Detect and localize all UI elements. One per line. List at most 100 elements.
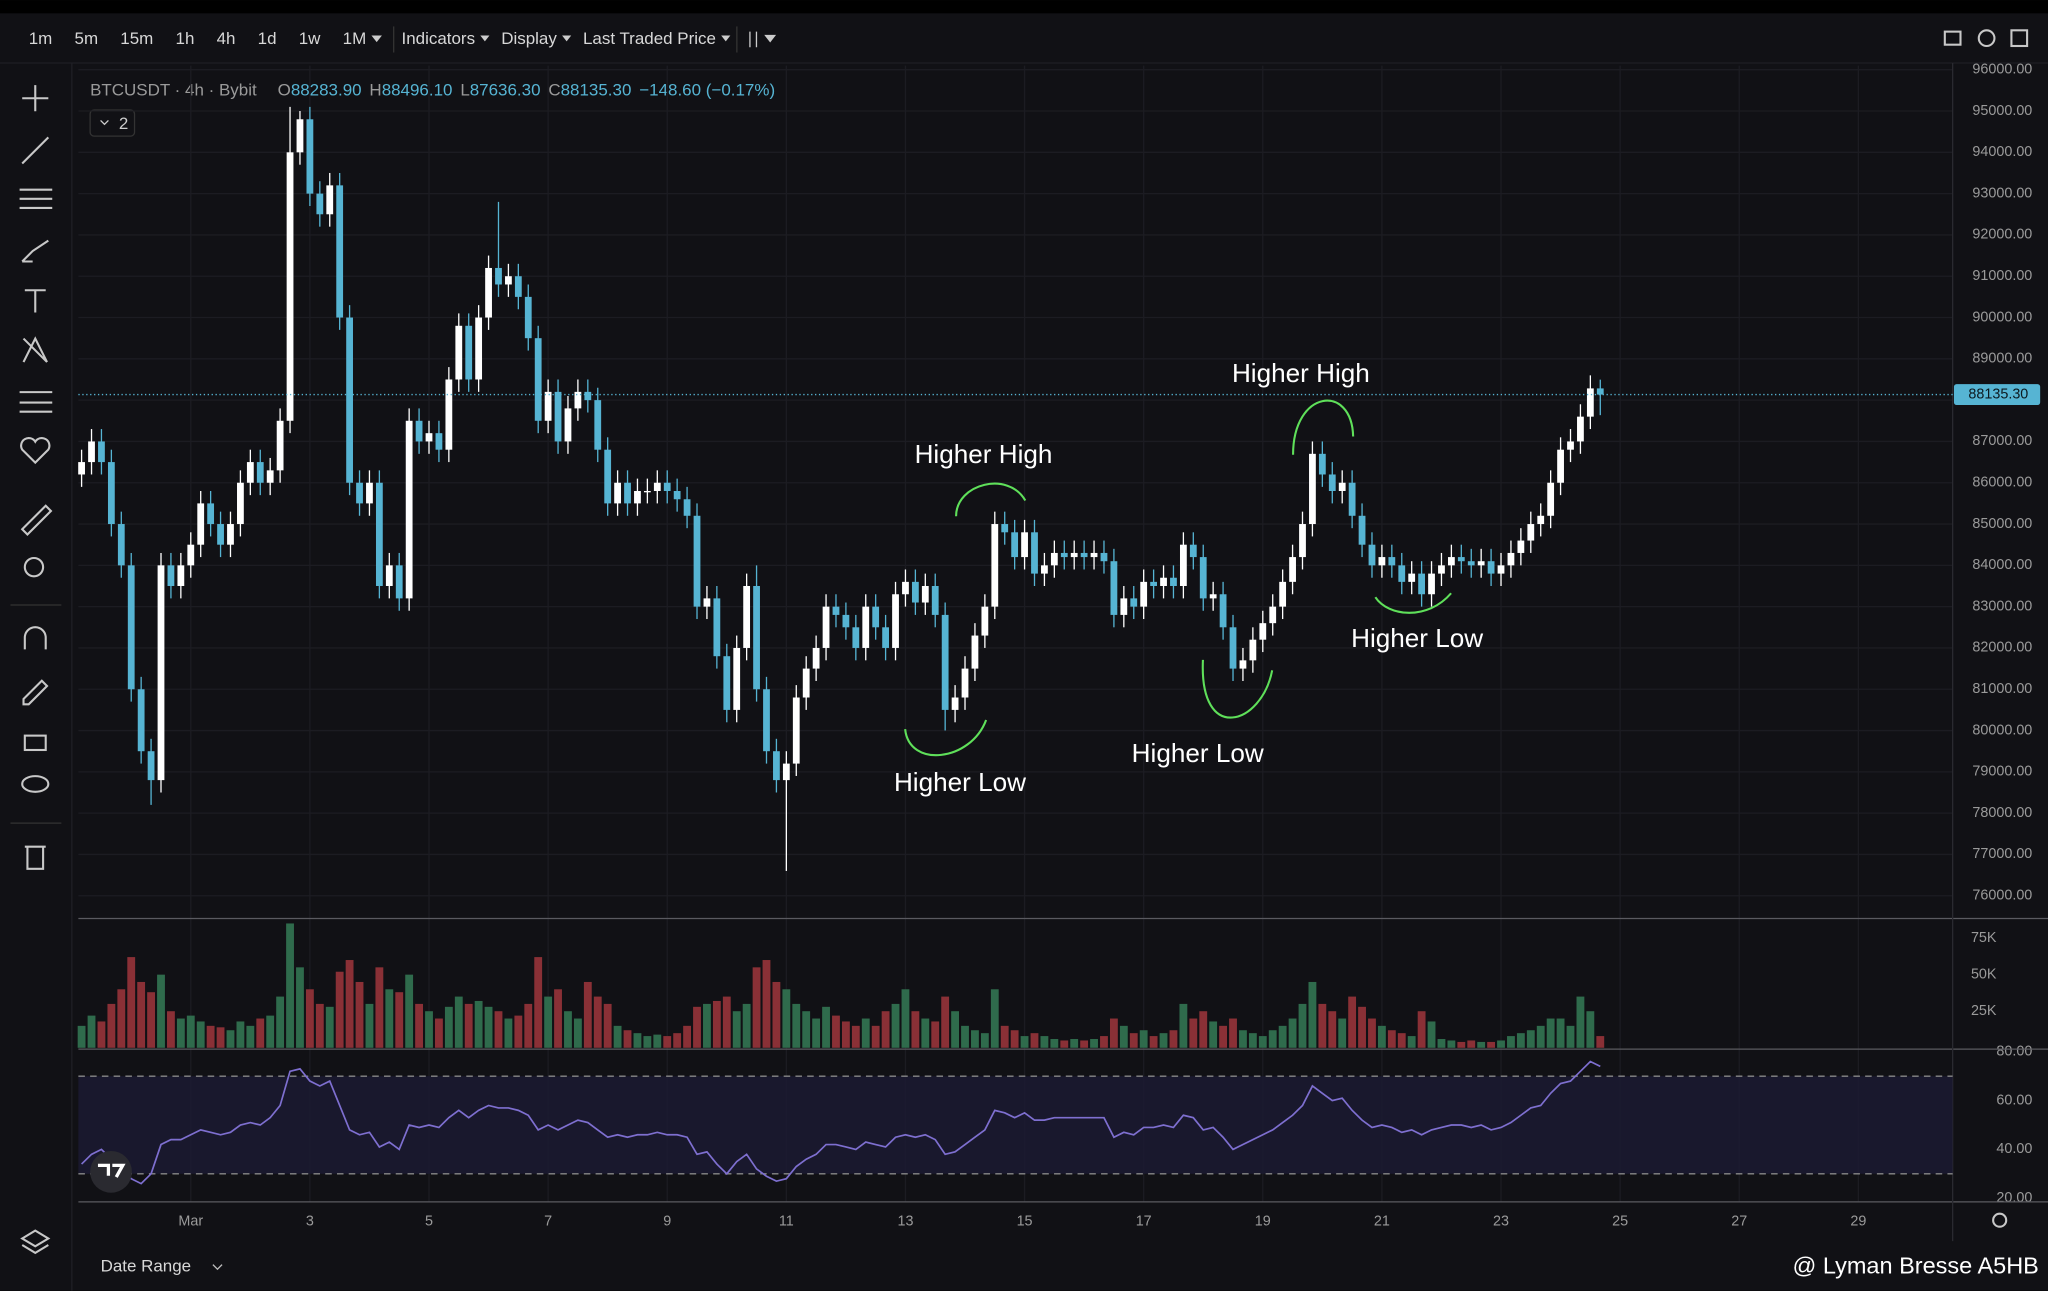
y-tick-label: 94000.00 <box>1972 144 2032 160</box>
x-tick-label: 27 <box>1731 1213 1747 1229</box>
volume-bar <box>1437 1039 1446 1048</box>
volume-bar <box>1129 1033 1138 1048</box>
candle-body <box>1547 482 1555 516</box>
volume-bar <box>683 1025 692 1048</box>
y-tick-label: 76000.00 <box>1972 888 2032 904</box>
y-tick-label: 90000.00 <box>1972 309 2032 325</box>
candle-body <box>217 524 224 545</box>
object-tree[interactable] <box>20 1229 51 1255</box>
window-icons <box>1943 29 2029 1228</box>
volume-bar <box>1487 1041 1496 1048</box>
text-tool[interactable] <box>24 289 46 313</box>
annotation-arc <box>904 719 988 757</box>
y-tick-label: 84000.00 <box>1972 557 2032 573</box>
volume-bar <box>147 992 155 1048</box>
chart-type-button[interactable] <box>749 31 777 48</box>
interval-button[interactable]: 1w <box>299 29 321 48</box>
volume-bar <box>1179 1003 1188 1048</box>
date-range-button[interactable]: Date Range <box>101 1257 192 1276</box>
volume-bar <box>127 957 136 1048</box>
volume-bar <box>425 1011 433 1048</box>
fullscreen-icon[interactable] <box>2010 29 2029 48</box>
candle-body <box>266 470 274 483</box>
volume-bar <box>583 981 592 1048</box>
candle-body <box>395 565 403 599</box>
rsi-band <box>78 1076 1953 1174</box>
candle-body <box>663 482 671 491</box>
volume-bar <box>792 1003 801 1048</box>
menu-button[interactable]: Display <box>501 29 557 48</box>
candle-body <box>1279 581 1287 607</box>
annotation-arc <box>1292 399 1355 455</box>
interval-button[interactable]: 4h <box>217 29 236 48</box>
candle-body <box>1457 557 1465 562</box>
axis-settings-icon[interactable] <box>1992 1212 2008 1228</box>
volume-bar <box>534 957 543 1048</box>
interval-button[interactable]: 15m <box>120 29 153 48</box>
candle-body <box>117 524 125 566</box>
candle-body <box>1378 557 1386 566</box>
crosshair-tool[interactable] <box>22 85 49 112</box>
interval-button[interactable]: 1M <box>343 29 367 48</box>
prediction-tool[interactable] <box>19 391 53 413</box>
remove-tool[interactable] <box>24 845 46 870</box>
candle-body <box>733 647 741 710</box>
candle-body <box>1586 388 1594 417</box>
y-tick-label: 87000.00 <box>1972 433 2032 449</box>
candle-body <box>743 585 751 648</box>
candle-body <box>673 490 681 500</box>
volume-bar <box>1070 1039 1079 1048</box>
snapshot-icon[interactable] <box>1943 30 1962 46</box>
candle-body <box>246 462 254 483</box>
volume-tick-label: 50K <box>1971 966 1997 982</box>
volume-bar <box>97 1021 106 1048</box>
volume-bar <box>782 989 791 1048</box>
volume-bar <box>1159 1033 1168 1048</box>
measure-tool[interactable] <box>20 504 53 536</box>
candle-body <box>624 482 631 504</box>
magnet-tool[interactable] <box>23 626 47 650</box>
volume-bar <box>514 1015 523 1048</box>
candle-body <box>336 185 344 318</box>
favorites-tool[interactable] <box>20 437 51 465</box>
candle-body <box>683 499 691 516</box>
volume-bar <box>1020 1036 1029 1048</box>
candle-body <box>1001 524 1009 533</box>
candle-body <box>1596 388 1604 395</box>
annotation-arc <box>1374 592 1452 614</box>
brush-tool[interactable] <box>21 239 49 263</box>
interval-button[interactable]: 5m <box>75 29 99 48</box>
volume-bar <box>484 1006 493 1048</box>
candle-body <box>1527 524 1535 541</box>
volume-bar <box>941 996 950 1048</box>
volume-bar <box>772 981 781 1048</box>
x-tick-label: 29 <box>1850 1213 1866 1229</box>
lock-tool[interactable] <box>23 734 47 752</box>
candle-body <box>1299 524 1306 558</box>
interval-button[interactable]: 1d <box>258 29 277 48</box>
stay-drawing-tool[interactable] <box>22 679 49 706</box>
volume-bar <box>1338 1018 1347 1048</box>
pattern-tool[interactable] <box>22 336 48 363</box>
trendline-tool[interactable] <box>21 136 50 165</box>
candle-body <box>187 544 195 566</box>
volume-bar <box>226 1030 235 1048</box>
indicator-toggle[interactable] <box>89 109 136 137</box>
candle-body <box>316 193 324 215</box>
volume-bar <box>1060 1040 1069 1048</box>
hide-tool[interactable] <box>21 775 50 793</box>
volume-bar <box>1467 1040 1476 1048</box>
candle-body <box>1388 557 1396 566</box>
interval-button[interactable]: 1h <box>176 29 195 48</box>
volume-bar <box>544 996 553 1048</box>
x-tick-label: 7 <box>544 1213 552 1229</box>
interval-button[interactable]: 1m <box>29 29 53 48</box>
volume-bar <box>1566 1025 1575 1048</box>
fib-tool[interactable] <box>19 188 53 209</box>
zoom-tool[interactable] <box>23 556 45 578</box>
menu-button[interactable]: Last Traded Price <box>583 29 716 48</box>
candle-body <box>921 585 929 603</box>
settings-icon[interactable] <box>1977 29 1996 48</box>
menu-button[interactable]: Indicators <box>402 29 476 48</box>
candle-body <box>1328 474 1336 491</box>
